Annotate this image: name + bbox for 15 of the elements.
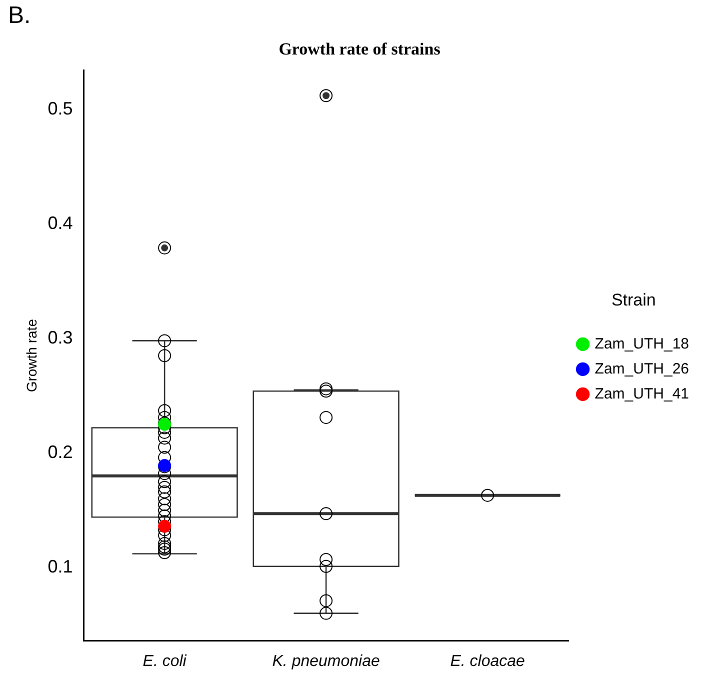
legend-title: Strain — [611, 290, 656, 310]
y-tick-label: 0.3 — [48, 327, 73, 348]
x-tick-label: E. cloacae — [450, 652, 526, 670]
x-tick-label: K. pneumoniae — [272, 652, 380, 670]
legend-label: Zam_UTH_41 — [594, 385, 690, 402]
y-tick-label: 0.1 — [48, 556, 73, 576]
legend-label: Zam_UTH_26 — [594, 360, 690, 378]
y-tick-label: 0.5 — [48, 98, 73, 118]
y-axis-title: Growth rate — [23, 318, 40, 392]
y-tick-label: 0.2 — [48, 442, 73, 462]
y-tick-label: 0.4 — [48, 212, 73, 233]
x-tick-label: E. coli — [142, 652, 187, 670]
legend-label: Zam_UTH_18 — [594, 335, 690, 352]
chart-title: Growth rate of strains — [278, 40, 441, 59]
text: B. — [8, 2, 31, 30]
